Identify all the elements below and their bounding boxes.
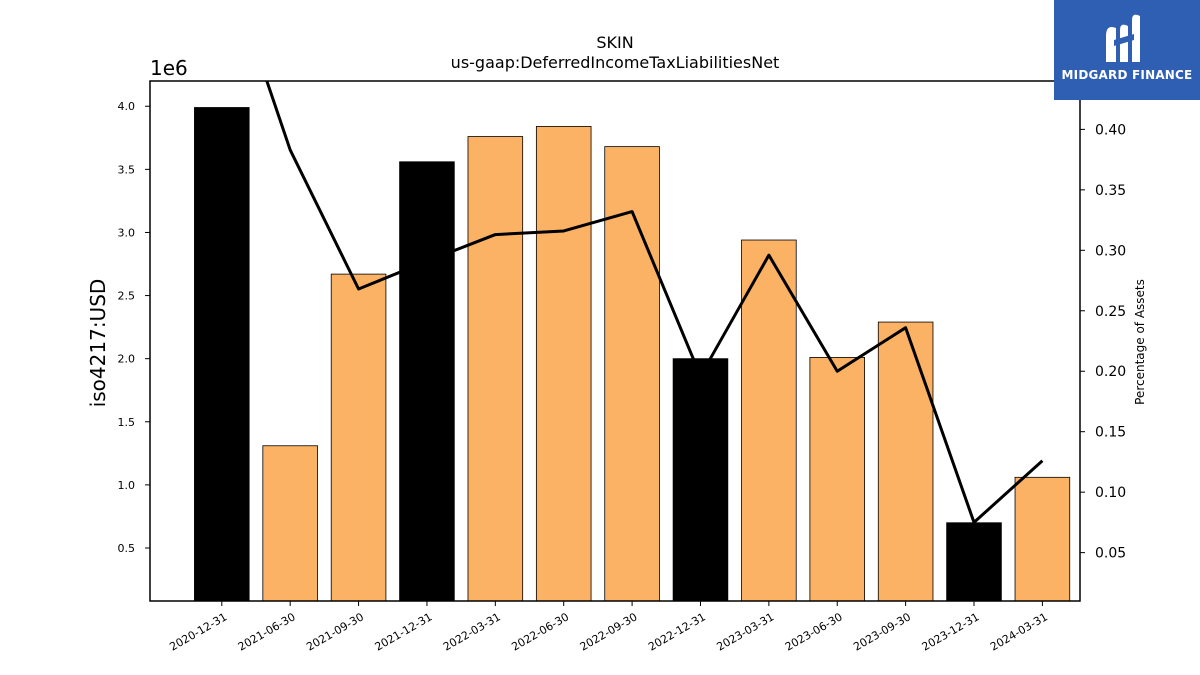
chart-title: SKIN [596,33,633,52]
x-tick-label: 2023-12-31 [920,610,982,653]
bar [399,161,455,602]
bar [741,239,797,602]
x-tick-label: 2023-09-30 [851,610,913,653]
bar [330,273,387,602]
y-tick-label: 0.5 [118,542,136,555]
line-series-percentage-of-assets [265,81,1044,524]
y-tick-label: 4.0 [118,100,136,113]
x-tick-label: 2022-06-30 [509,610,571,653]
x-tick-label: 2022-09-30 [578,610,640,653]
y-tick-label: 3.0 [118,226,136,239]
chart-subtitle: us-gaap:DeferredIncomeTaxLiabilitiesNet [451,53,780,72]
bar [672,358,729,602]
y2-tick-label: 0.30 [1095,243,1126,259]
y2-tick-label: 0.35 [1095,183,1126,199]
y-tick-label: 2.0 [118,353,136,366]
y2-tick-label: 0.20 [1095,364,1126,380]
y-tick-label: 1.0 [118,479,136,492]
bar [946,522,1002,602]
y2-tick-label: 0.40 [1095,122,1126,138]
y2-tick-label: 0.25 [1095,304,1126,320]
midgard-finance-logo: MIDGARD FINANCE [1054,0,1200,100]
y2-tick-label: 0.05 [1095,546,1126,562]
bar [604,146,660,602]
x-tick-label: 2021-12-31 [373,610,435,653]
x-tick-label: 2022-12-31 [646,610,708,653]
bar [262,445,318,602]
y-offset-label: 1e6 [150,56,188,80]
bar [535,126,592,602]
y2-tick-label: 0.10 [1095,485,1126,501]
x-tick-label: 2022-03-31 [441,610,503,653]
y-tick-label: 1.5 [118,416,136,429]
x-tick-label: 2021-09-30 [304,610,366,653]
x-tick-label: 2024-03-31 [988,610,1050,653]
y-axis-label: iso4217:USD [86,279,110,408]
bar [809,357,865,602]
y2-axis-label: Percentage of Assets [1133,279,1147,405]
plot-frame [149,80,1081,602]
bar-group [194,107,1071,602]
bar [1014,476,1071,602]
y2-tick-label: 0.15 [1095,425,1126,441]
x-tick-label: 2023-03-31 [714,610,776,653]
x-tick-label: 2020-12-31 [167,610,229,653]
bar [467,136,524,602]
x-tick-label: 2023-06-30 [783,610,845,653]
y-tick-label: 3.5 [118,163,136,176]
bar [194,107,250,602]
bar [877,321,934,602]
x-tick-label: 2021-06-30 [236,610,298,653]
logo-text: MIDGARD FINANCE [1061,68,1193,82]
line-layer [265,81,1044,524]
y-tick-label: 2.5 [118,290,136,303]
logo-mark-icon [1106,14,1140,63]
